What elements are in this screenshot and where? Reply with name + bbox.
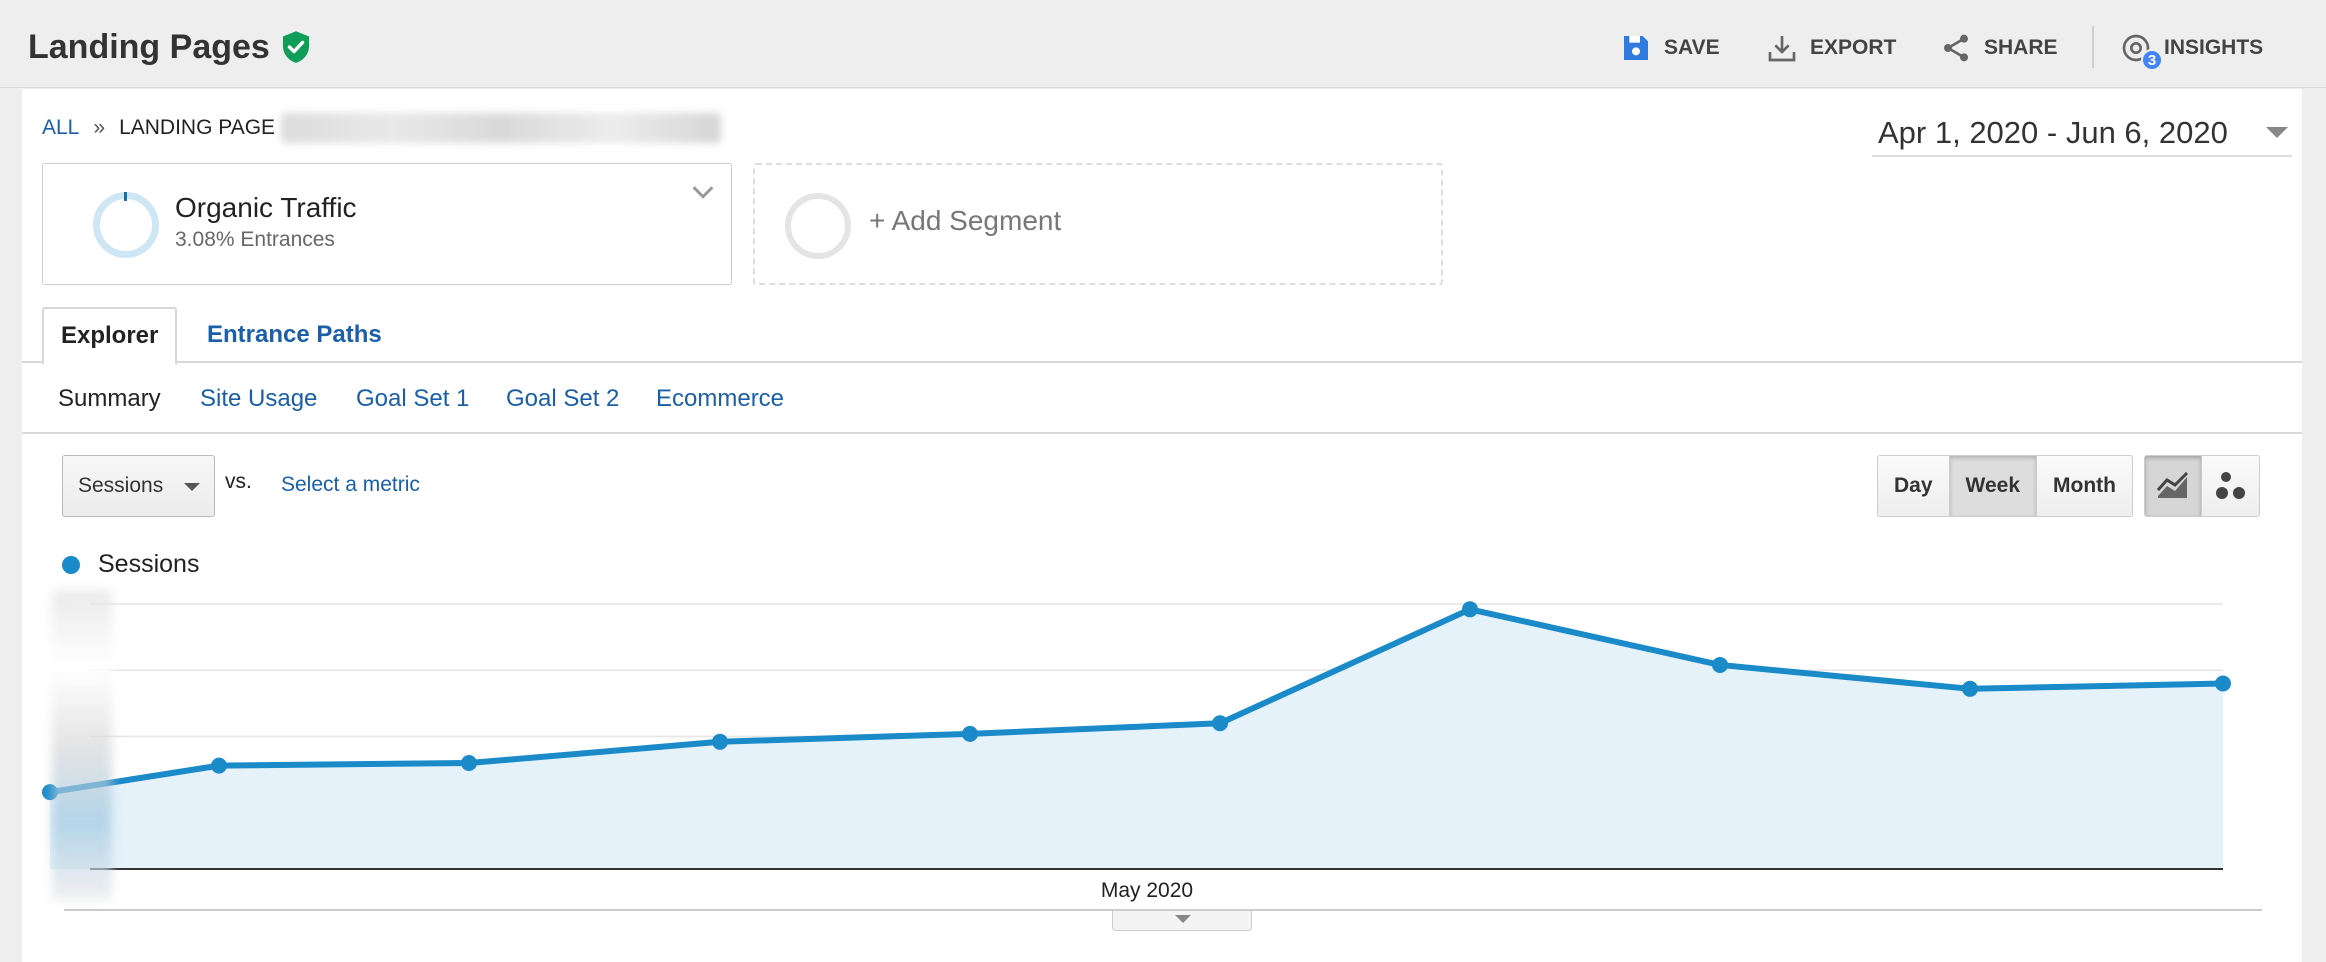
subnav-site-usage[interactable]: Site Usage — [200, 385, 318, 412]
sessions-point — [1212, 715, 1228, 732]
line-chart-icon — [2156, 472, 2189, 498]
breadcrumb: ALL » LANDING PAGE — [42, 113, 722, 143]
explorer-subnav: Summary Site Usage Goal Set 1 Goal Set 2… — [22, 365, 2302, 434]
segment-subtitle: 3.08% Entrances — [175, 228, 335, 251]
active-segment-card[interactable]: Organic Traffic 3.08% Entrances — [42, 163, 732, 285]
date-range-picker[interactable]: Apr 1, 2020 - Jun 6, 2020 — [1872, 111, 2292, 157]
segment-ring-marker — [124, 192, 127, 201]
toolbar-divider — [2092, 26, 2094, 68]
page-header: Landing Pages SAVE EXPORT SHARE — [0, 0, 2326, 88]
motion-chart-button[interactable] — [2202, 456, 2259, 516]
empty-segment-ring-icon — [785, 193, 851, 259]
export-button[interactable]: EXPORT — [1766, 30, 1896, 66]
chart-collapse-toggle[interactable] — [1112, 911, 1252, 931]
insights-button[interactable]: INSIGHTS — [2120, 30, 2263, 66]
legend-swatch — [62, 555, 80, 574]
sessions-point — [211, 757, 227, 774]
granularity-week-button[interactable]: Week — [1949, 456, 2038, 516]
add-segment-label: + Add Segment — [869, 205, 1062, 236]
breadcrumb-separator: » — [93, 116, 106, 139]
metric-dropdown-value: Sessions — [78, 474, 164, 497]
legend-label: Sessions — [98, 550, 200, 578]
subnav-ecommerce[interactable]: Ecommerce — [656, 385, 785, 412]
sessions-point — [2215, 675, 2231, 692]
motion-chart-icon — [2215, 472, 2245, 499]
chevron-down-icon — [2266, 127, 2288, 138]
x-tick-label: May 2020 — [1101, 879, 1193, 902]
chevron-down-icon[interactable] — [689, 178, 717, 206]
metric-dropdown[interactable]: Sessions — [62, 455, 215, 517]
subnav-summary[interactable]: Summary — [58, 385, 161, 412]
caret-down-icon — [184, 483, 200, 491]
sessions-area — [50, 609, 2223, 869]
granularity-toggle: Day Week Month — [1877, 455, 2133, 517]
sessions-line — [49, 606, 2224, 796]
breadcrumb-all-link[interactable]: ALL — [42, 116, 80, 139]
select-metric-link[interactable]: Select a metric — [281, 473, 420, 496]
report-tabs: Explorer Entrance Paths — [22, 307, 2302, 365]
segment-name: Organic Traffic — [175, 192, 357, 223]
tab-entrance-paths[interactable]: Entrance Paths — [207, 321, 382, 348]
tab-explorer[interactable]: Explorer — [42, 307, 178, 365]
download-icon — [1768, 36, 1796, 62]
chart-type-toggle — [2144, 455, 2260, 517]
export-label: EXPORT — [1810, 36, 1897, 59]
vs-label: vs. — [225, 470, 252, 493]
insights-label: INSIGHTS — [2164, 36, 2264, 59]
insights-count-badge: 3 — [2141, 49, 2163, 71]
share-label: SHARE — [1984, 36, 2058, 59]
sessions-point — [461, 755, 477, 771]
chart-legend: Sessions — [62, 550, 199, 579]
subnav-goal-set-1[interactable]: Goal Set 1 — [356, 385, 470, 412]
redacted-page-path — [281, 113, 722, 143]
add-segment-card[interactable]: + Add Segment — [753, 163, 1443, 285]
date-range-text: Apr 1, 2020 - Jun 6, 2020 — [1878, 115, 2228, 150]
redacted-y-axis-labels — [52, 590, 112, 900]
line-chart-button[interactable] — [2145, 456, 2202, 516]
breadcrumb-current: LANDING PAGE — [119, 116, 276, 139]
share-button[interactable]: SHARE — [1940, 30, 2058, 66]
sessions-point — [1962, 680, 1978, 697]
sessions-chart: May 2020 — [42, 601, 2262, 911]
caret-down-icon — [1175, 915, 1191, 923]
save-button[interactable]: SAVE — [1620, 30, 1720, 66]
sessions-point — [1712, 656, 1728, 673]
verified-shield-icon — [282, 31, 310, 63]
granularity-day-button[interactable]: Day — [1878, 456, 1950, 516]
report-panel: ALL » LANDING PAGE Apr 1, 2020 - Jun 6, … — [22, 89, 2302, 962]
insights-icon — [2122, 34, 2150, 62]
subnav-goal-set-2[interactable]: Goal Set 2 — [506, 385, 620, 412]
granularity-month-button[interactable]: Month — [2037, 456, 2132, 516]
segment-ring-icon — [93, 192, 159, 258]
sessions-point — [1462, 601, 1478, 618]
share-icon — [1944, 34, 1968, 62]
save-label: SAVE — [1664, 36, 1720, 59]
sessions-point — [712, 733, 728, 750]
save-icon — [1624, 36, 1648, 60]
sessions-point — [962, 725, 978, 742]
page-title: Landing Pages — [28, 28, 270, 66]
